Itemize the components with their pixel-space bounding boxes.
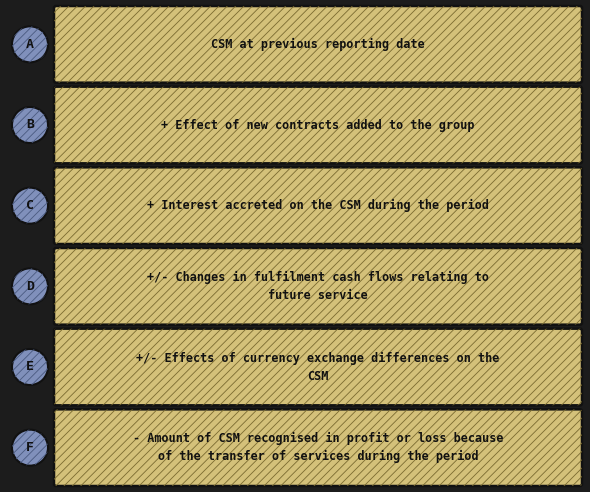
Circle shape bbox=[12, 349, 48, 385]
Text: A: A bbox=[26, 38, 34, 51]
FancyBboxPatch shape bbox=[54, 409, 582, 486]
Circle shape bbox=[12, 187, 48, 224]
Text: + Effect of new contracts added to the group: + Effect of new contracts added to the g… bbox=[161, 119, 475, 131]
Circle shape bbox=[12, 268, 48, 305]
Circle shape bbox=[12, 430, 48, 465]
Text: CSM at previous reporting date: CSM at previous reporting date bbox=[211, 38, 425, 51]
FancyBboxPatch shape bbox=[54, 329, 582, 405]
Text: D: D bbox=[26, 280, 34, 293]
Text: +/- Effects of currency exchange differences on the
CSM: +/- Effects of currency exchange differe… bbox=[136, 351, 500, 383]
Circle shape bbox=[12, 27, 48, 62]
FancyBboxPatch shape bbox=[54, 87, 582, 163]
Text: +/- Changes in fulfilment cash flows relating to
future service: +/- Changes in fulfilment cash flows rel… bbox=[147, 271, 489, 302]
FancyBboxPatch shape bbox=[54, 248, 582, 325]
FancyBboxPatch shape bbox=[54, 167, 582, 244]
Circle shape bbox=[12, 107, 48, 143]
Text: F: F bbox=[26, 441, 34, 454]
Text: - Amount of CSM recognised in profit or loss because
of the transfer of services: - Amount of CSM recognised in profit or … bbox=[133, 432, 503, 463]
Text: B: B bbox=[26, 119, 34, 131]
Text: C: C bbox=[26, 199, 34, 212]
Text: + Interest accreted on the CSM during the period: + Interest accreted on the CSM during th… bbox=[147, 199, 489, 212]
Text: E: E bbox=[26, 361, 34, 373]
FancyBboxPatch shape bbox=[54, 6, 582, 83]
